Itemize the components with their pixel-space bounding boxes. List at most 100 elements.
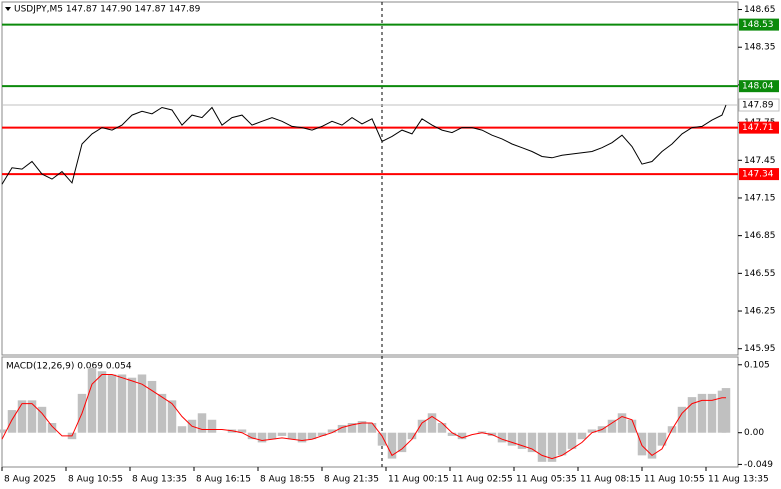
- x-tick-label: 8 Aug 13:35: [132, 475, 187, 485]
- y-tick-label: 0.105: [744, 360, 770, 370]
- x-tick-label: 11 Aug 10:55: [644, 475, 705, 485]
- y-tick-label: 146.85: [744, 231, 776, 241]
- x-tick-label: 11 Aug 00:15: [388, 475, 449, 485]
- level-label-box: [739, 80, 779, 93]
- x-tick-label: 8 Aug 10:55: [68, 475, 123, 485]
- macd-bar: [557, 432, 567, 456]
- y-tick-label: -0.049: [744, 460, 773, 470]
- macd-bar: [647, 432, 657, 459]
- y-tick-label: 145.95: [744, 344, 776, 354]
- macd-bar: [427, 413, 437, 433]
- macd-bar: [157, 393, 167, 433]
- macd-bar: [407, 432, 417, 440]
- macd-bar: [27, 400, 37, 433]
- macd-bar: [637, 432, 647, 456]
- macd-bar: [607, 419, 617, 433]
- macd-bar: [397, 432, 407, 453]
- x-tick-label: 11 Aug 05:35: [516, 475, 577, 485]
- macd-bar: [437, 423, 447, 433]
- macd-bar: [297, 432, 307, 443]
- macd-bar: [537, 432, 547, 462]
- x-tick-label: 8 Aug 2025: [4, 475, 56, 485]
- price-line: [1, 104, 727, 185]
- macd-bar: [721, 388, 731, 433]
- level-label-box: [739, 121, 779, 134]
- x-tick-label: 11 Aug 08:15: [580, 475, 641, 485]
- macd-bar: [547, 432, 557, 462]
- macd-bar: [207, 419, 217, 433]
- macd-bar: [677, 406, 687, 433]
- macd-bar: [507, 432, 517, 446]
- macd-bar: [197, 413, 207, 433]
- macd-bar: [577, 432, 587, 440]
- macd-bar: [97, 371, 107, 433]
- macd-bar: [267, 432, 277, 440]
- y-tick-label: 146.55: [744, 269, 776, 279]
- level-label-box: [739, 168, 779, 181]
- macd-bar: [367, 423, 377, 433]
- macd-bar: [497, 432, 507, 443]
- macd-title: MACD(12,26,9) 0.069 0.054: [6, 362, 132, 372]
- macd-bar: [337, 424, 347, 433]
- macd-bar: [177, 426, 187, 433]
- macd-bar: [627, 419, 637, 433]
- macd-bar: [447, 432, 457, 436]
- x-tick-label: 11 Aug 13:35: [708, 475, 769, 485]
- price-title: USDJPY,M5 147.87 147.90 147.87 147.89: [14, 5, 201, 15]
- x-tick-label: 8 Aug 18:55: [260, 475, 315, 485]
- macd-bar: [687, 397, 697, 433]
- y-tick-label: 148.35: [744, 43, 776, 53]
- macd-bar: [167, 400, 177, 433]
- y-tick-label: 147.15: [744, 193, 776, 203]
- macd-bar: [87, 368, 97, 433]
- macd-bar: [127, 377, 137, 433]
- macd-bar: [387, 432, 397, 459]
- macd-bar: [457, 432, 467, 440]
- macd-bar: [617, 413, 627, 433]
- last-price-label: 147.89: [742, 101, 774, 111]
- macd-bar: [7, 410, 17, 433]
- macd-bar: [147, 380, 157, 433]
- macd-bar: [587, 429, 597, 433]
- macd-bar: [257, 432, 267, 443]
- x-tick-label: 8 Aug 21:35: [324, 475, 379, 485]
- macd-bar: [527, 432, 537, 453]
- level-label: 148.04: [742, 82, 774, 92]
- last-price-box: [738, 98, 780, 112]
- macd-bar: [697, 393, 707, 433]
- x-tick-label: 11 Aug 02:55: [452, 475, 513, 485]
- macd-bar: [237, 429, 247, 433]
- macd-bar: [37, 406, 47, 433]
- macd-bar: [247, 432, 257, 440]
- macd-bar: [657, 432, 667, 446]
- macd-bar: [517, 432, 527, 449]
- macd-bar: [277, 432, 287, 436]
- macd-bar: [357, 421, 367, 433]
- price-panel: [1, 1, 739, 356]
- level-label: 148.53: [742, 20, 774, 30]
- macd-panel: [1, 356, 739, 468]
- macd-bar: [47, 423, 57, 433]
- macd-bar: [707, 393, 717, 433]
- macd-bar: [327, 429, 337, 433]
- x-tick-label: 8 Aug 16:15: [196, 475, 251, 485]
- y-tick-label: 0.00: [744, 428, 764, 438]
- macd-bar: [0, 429, 7, 433]
- macd-bar: [477, 431, 487, 433]
- menu-arrow: [5, 7, 11, 11]
- macd-bar: [117, 374, 127, 433]
- level-label: 147.34: [742, 170, 774, 180]
- y-tick-label: 148.65: [744, 5, 776, 15]
- macd-bar: [137, 374, 147, 433]
- macd-bar: [347, 423, 357, 433]
- macd-bar: [17, 400, 27, 433]
- macd-bar: [377, 432, 387, 446]
- macd-bar: [107, 374, 117, 433]
- macd-bar: [567, 432, 577, 449]
- macd-bar: [417, 419, 427, 433]
- macd-bar: [287, 432, 297, 440]
- y-tick-label: 147.45: [744, 156, 776, 166]
- signal-line: [1, 374, 726, 460]
